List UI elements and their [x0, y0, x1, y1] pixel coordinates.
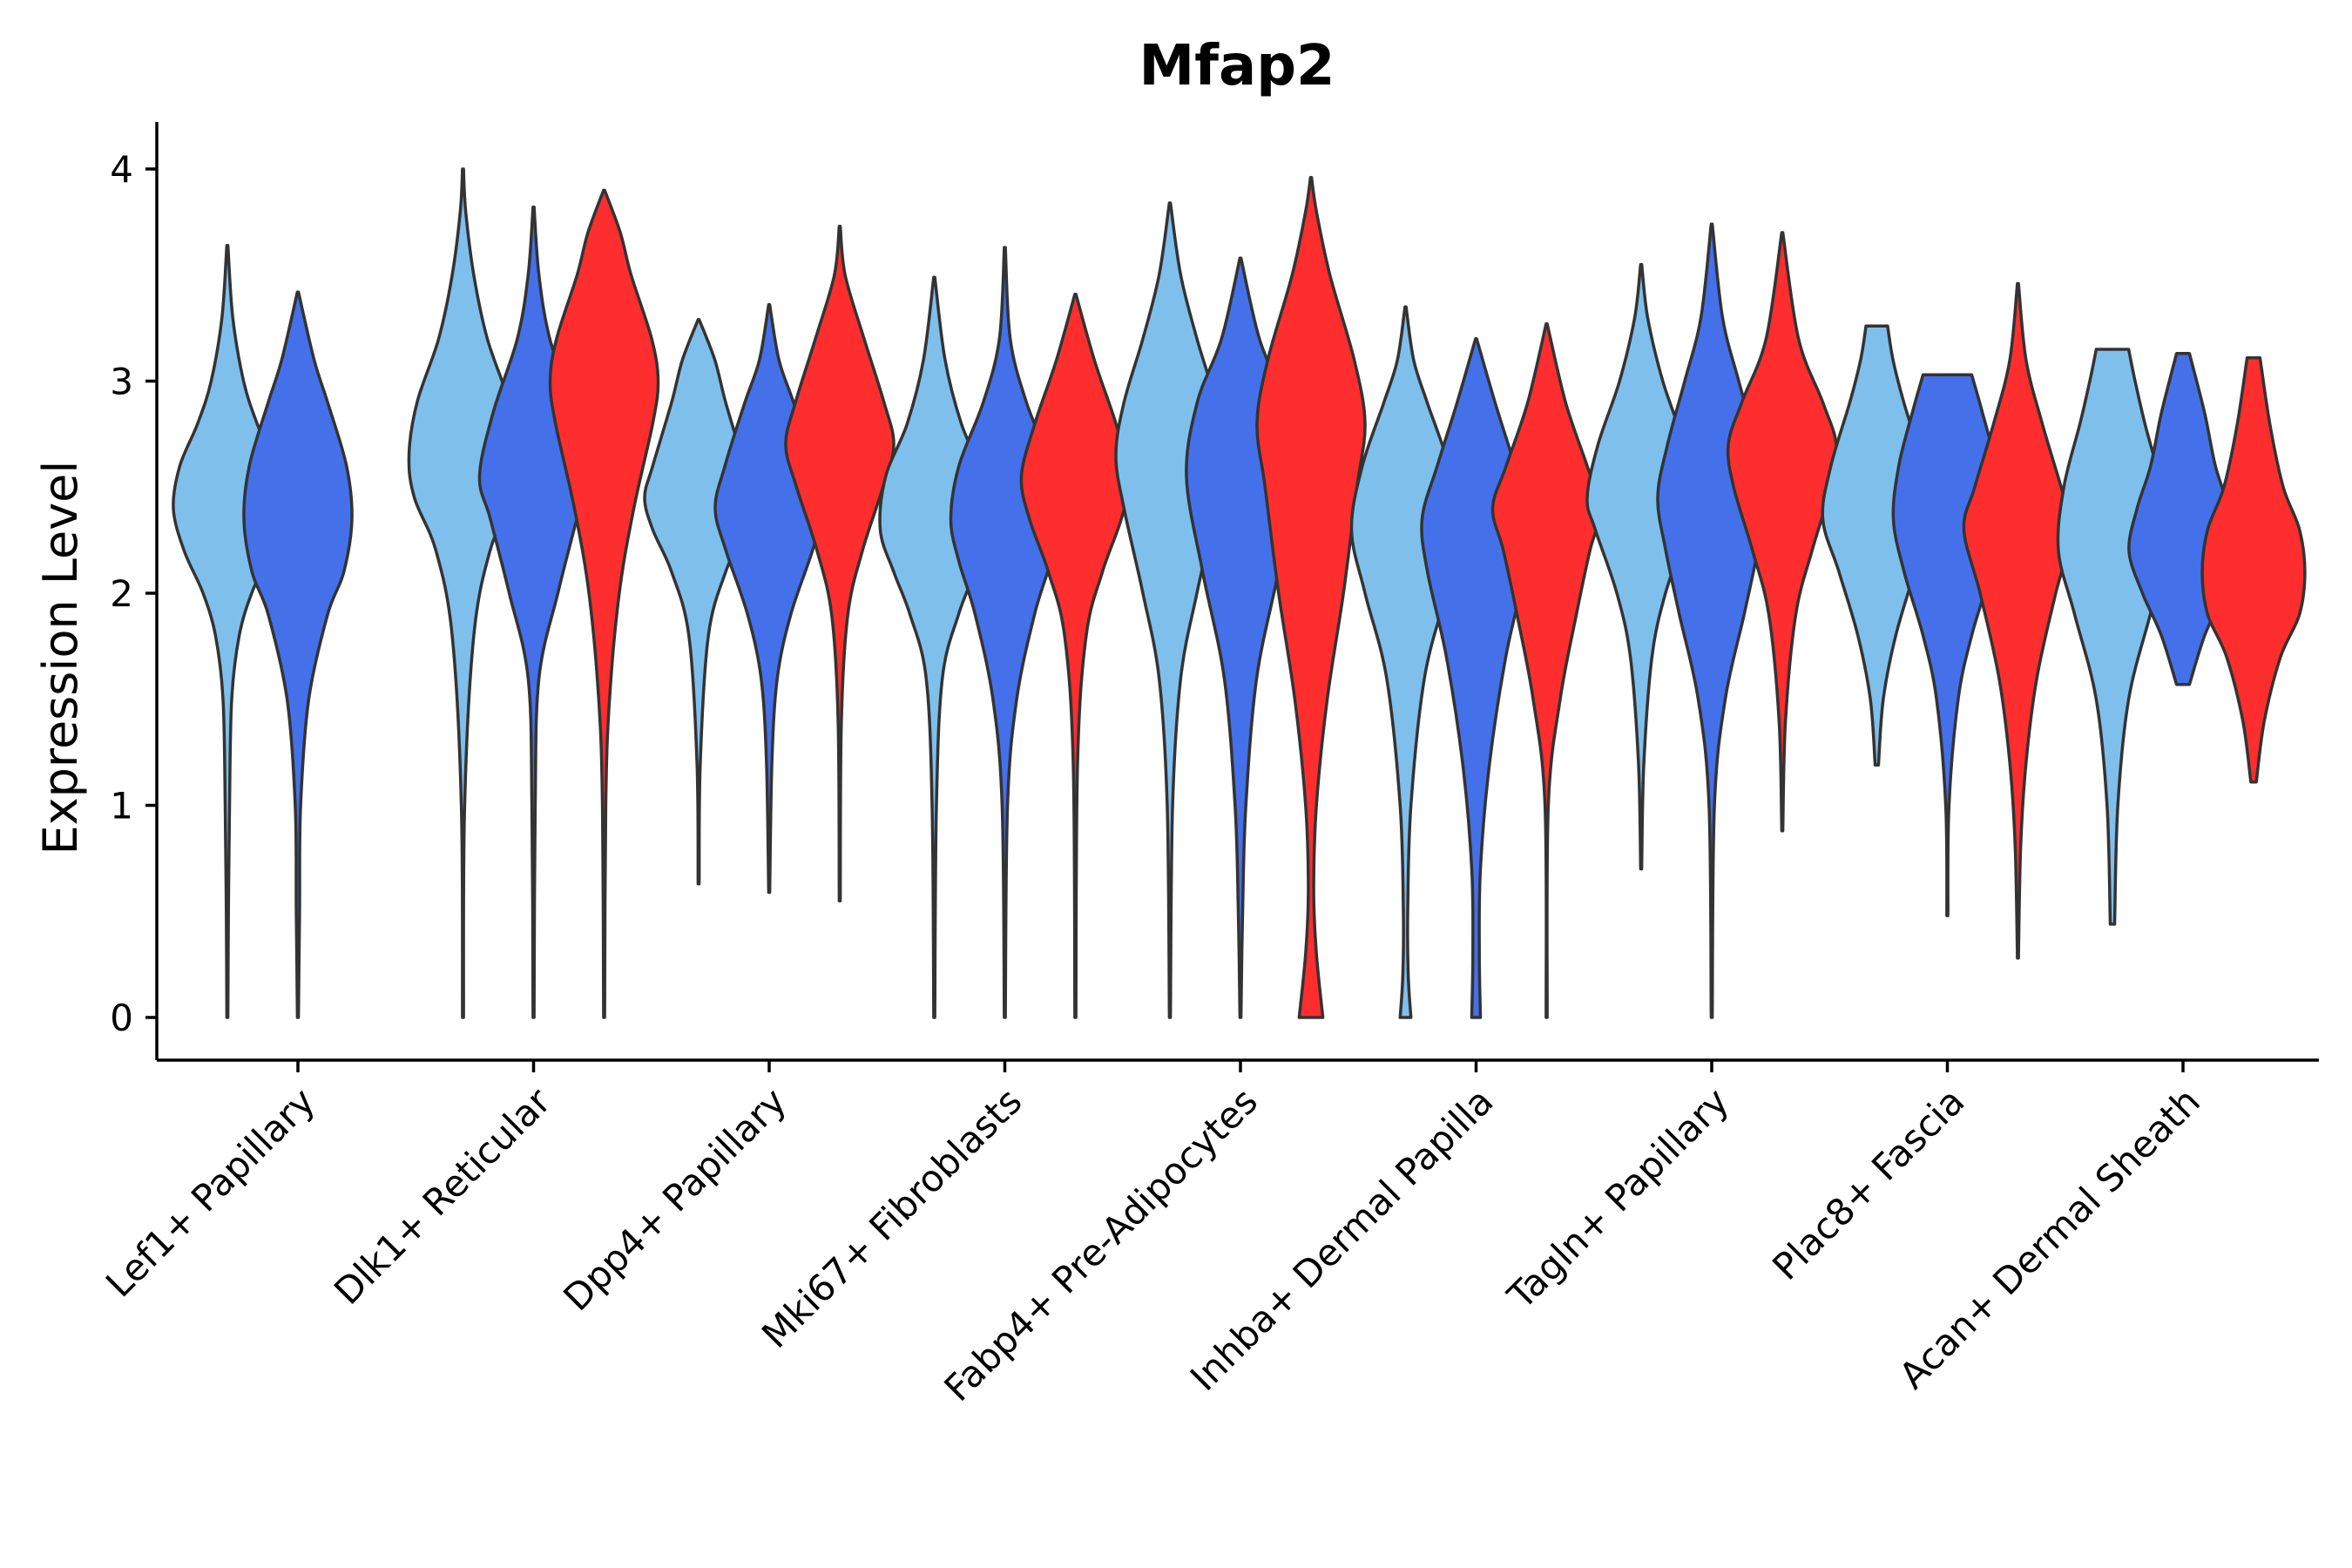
- violin-8: [784, 224, 896, 902]
- x-tick-label: Dpp4+ Papillary: [555, 1079, 794, 1319]
- violin-2: [242, 290, 354, 1019]
- violin-11: [1019, 292, 1132, 1019]
- x-tick-label: Plac8+ Fascia: [1764, 1079, 1972, 1288]
- violin-19: [1656, 222, 1767, 1019]
- y-tick-label: 3: [110, 361, 133, 403]
- x-tick-label: Tagln+ Papillary: [1499, 1079, 1737, 1317]
- violin-layer: [172, 167, 2307, 1019]
- y-axis-ticks: 0 1 2 3 4: [110, 148, 157, 1039]
- y-tick-label: 1: [110, 785, 133, 828]
- violin-18: [1585, 262, 1697, 871]
- violin-21: [1821, 324, 1933, 767]
- x-tick-label: Lef1+ Papillary: [98, 1079, 323, 1305]
- y-tick-label: 2: [110, 572, 133, 615]
- violin-5: [548, 188, 660, 1019]
- violin-3: [407, 167, 519, 1019]
- violin-1: [172, 243, 283, 1019]
- y-axis-label: Expression Level: [33, 461, 88, 855]
- violin-24: [2056, 348, 2169, 926]
- violin-17: [1490, 322, 1603, 1019]
- violin-23: [1962, 281, 2074, 960]
- chart-title: Mfap2: [1139, 34, 1335, 98]
- violin-9: [878, 275, 990, 1019]
- violin-6: [643, 318, 754, 886]
- y-tick-label: 0: [110, 997, 133, 1039]
- violin-14: [1255, 175, 1367, 1019]
- violin-15: [1349, 305, 1462, 1019]
- x-tick-label: Dlk1+ Reticular: [326, 1079, 559, 1313]
- x-tick-label: Mki67+ Fibroblasts: [754, 1079, 1030, 1355]
- y-tick-label: 4: [110, 148, 133, 191]
- violin-20: [1726, 231, 1839, 833]
- violin-10: [949, 246, 1061, 1019]
- violin-26: [2200, 355, 2307, 784]
- violin-12: [1114, 201, 1226, 1019]
